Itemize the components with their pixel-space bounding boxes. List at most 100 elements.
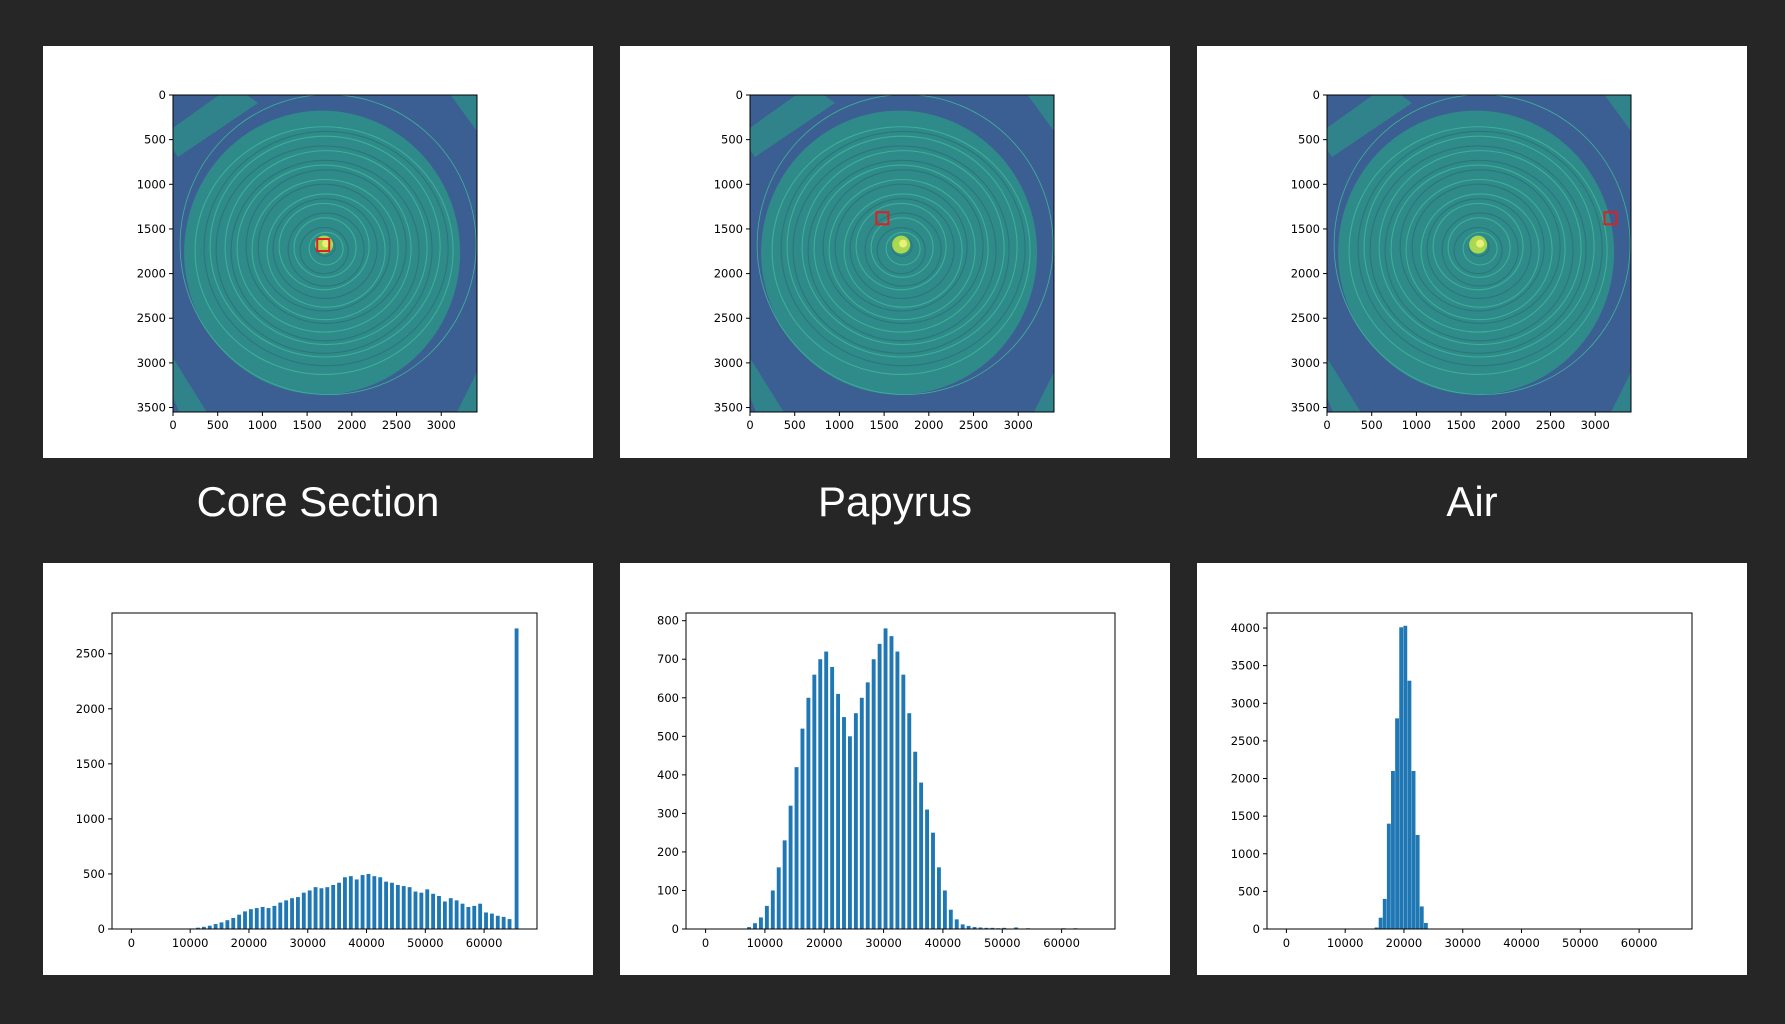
scan-plot-papyrus: 0 500 1000 1500 2000 2500 3000 0 500 1000 1500 2000… <box>714 88 1055 432</box>
scroll-layer <box>870 217 934 278</box>
scroll-layer <box>807 159 997 342</box>
roi-marker <box>875 211 890 226</box>
x-tick-label: 0 <box>128 936 135 950</box>
y-tick-label: 2000 <box>714 267 743 281</box>
x-tick-label: 0 <box>169 418 176 432</box>
histogram-bar <box>800 728 805 929</box>
histogram-bar <box>895 651 900 929</box>
histogram-bar <box>842 717 846 929</box>
x-tick-label: 1000 <box>825 418 854 432</box>
histogram-bar <box>889 636 894 929</box>
scroll-layer <box>293 217 357 278</box>
plot-frame <box>685 612 1116 930</box>
histogram-bar <box>859 697 864 929</box>
x-tick-label: 2500 <box>1536 418 1565 432</box>
y-tick-label: 1000 <box>1231 847 1260 861</box>
histogram-bar <box>431 893 436 929</box>
scroll-layer <box>1390 164 1566 333</box>
y-tick-label: 0 <box>1253 922 1260 936</box>
histogram-bar <box>337 882 341 929</box>
x-tick-label: 40000 <box>925 936 962 950</box>
roi-marker <box>1603 211 1618 226</box>
container-band <box>1027 95 1054 132</box>
histogram-bar <box>466 906 471 929</box>
histogram-bar <box>978 927 983 929</box>
scroll-layer <box>822 169 984 324</box>
histogram-bar <box>770 890 775 929</box>
y-tick-label: 500 <box>83 867 105 881</box>
x-tick-label: 2500 <box>382 418 411 432</box>
scroll-layer <box>266 193 386 308</box>
histogram-bar <box>366 873 371 929</box>
y-tick-label: 1000 <box>137 177 166 191</box>
y-tick-label: 3000 <box>137 356 166 370</box>
histogram-bar <box>425 889 430 929</box>
scroll-layer <box>1378 150 1582 346</box>
histogram-bar <box>901 674 906 929</box>
histogram-bar <box>865 682 870 929</box>
scroll-core-center <box>322 239 331 248</box>
histogram-bar <box>372 876 377 929</box>
container-band <box>750 358 784 412</box>
scroll-core-center <box>899 239 908 248</box>
histogram-bar <box>325 887 330 929</box>
histogram-bar <box>384 881 389 929</box>
histogram-bar <box>948 909 953 929</box>
scroll-layer <box>245 169 407 324</box>
y-tick-label: 2500 <box>1231 734 1260 748</box>
histogram-bar <box>1386 823 1391 929</box>
histogram-bar <box>919 782 924 929</box>
histogram-bar <box>812 674 817 929</box>
histogram-bar <box>1374 927 1379 929</box>
y-tick-label: 1000 <box>76 812 105 826</box>
y-tick-label: 2000 <box>1291 267 1320 281</box>
x-tick-label: 2500 <box>959 418 988 432</box>
y-tick-label: 3000 <box>714 356 743 370</box>
histogram-bar <box>360 875 365 929</box>
x-tick-label: 1500 <box>292 418 321 432</box>
container-band <box>173 95 258 157</box>
scroll-outline <box>179 95 477 395</box>
x-tick-label: 30000 <box>865 936 902 950</box>
y-tick-label: 2500 <box>137 311 166 325</box>
x-tick-label: 20000 <box>231 936 268 950</box>
histogram-bar <box>378 877 383 929</box>
scroll-layer <box>828 178 976 321</box>
histogram-bar <box>196 927 200 929</box>
histogram-bar <box>1382 898 1387 929</box>
x-tick-label: 500 <box>784 418 806 432</box>
scan-image <box>750 95 1054 412</box>
histogram-bar <box>753 923 757 929</box>
x-tick-label: 60000 <box>1043 936 1080 950</box>
y-tick-label: 500 <box>1238 884 1260 898</box>
histogram-bar <box>942 890 947 929</box>
scan-image <box>1327 95 1631 412</box>
x-tick-label: 1500 <box>1446 418 1475 432</box>
histogram-bar <box>1391 771 1395 929</box>
histogram-panel-core: 0 10000 20000 30000 40000 50000 60000 0 500 1000 1… <box>43 563 593 975</box>
x-tick-label: 0 <box>1323 418 1330 432</box>
y-tick-label: 3000 <box>1231 696 1260 710</box>
histogram-bar <box>1419 906 1424 929</box>
x-tick-label: 1000 <box>1402 418 1431 432</box>
y-tick-label: 200 <box>657 845 679 859</box>
histogram-bar <box>495 915 500 929</box>
scroll-layer <box>215 145 433 354</box>
histogram-bar <box>954 919 959 929</box>
histogram-bar <box>266 908 271 929</box>
histogram-bar <box>824 651 829 929</box>
scroll-layer <box>849 198 955 300</box>
histogram-panel-papyrus: 0 10000 20000 30000 40000 50000 60000 0 100 200 30… <box>620 563 1170 975</box>
y-tick-label: 3500 <box>1231 659 1260 673</box>
scroll-layer <box>1432 202 1524 291</box>
histogram-bar <box>254 908 259 929</box>
histogram-bar <box>248 909 253 929</box>
container-band <box>1604 95 1631 132</box>
scroll-layer <box>1369 145 1587 354</box>
scroll-layer <box>885 231 921 266</box>
histogram-bar <box>331 884 336 929</box>
histogram-bar <box>243 911 247 929</box>
x-tick-label: 2000 <box>914 418 943 432</box>
container-band <box>1327 95 1412 157</box>
caption-air: Air <box>1446 478 1498 525</box>
